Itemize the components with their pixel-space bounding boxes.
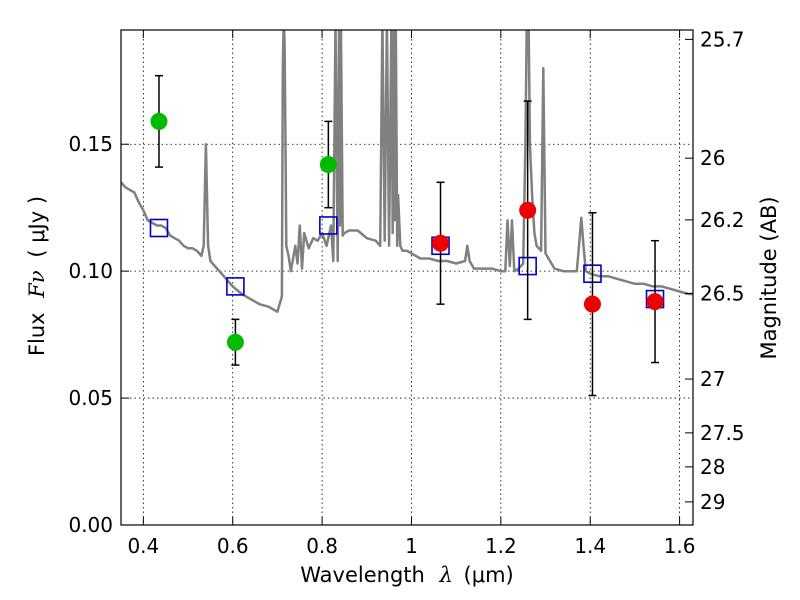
x-tick-label: 0.8 xyxy=(306,534,338,558)
x-tick-label: 1 xyxy=(405,534,418,558)
y2-tick-label: 26.2 xyxy=(700,208,745,232)
x-tick-label: 0.4 xyxy=(127,534,159,558)
x-axis-title-text: Wavelength xyxy=(300,563,425,587)
y-tick-label: 0.00 xyxy=(68,513,113,537)
y-tick-label: 0.15 xyxy=(68,132,113,156)
y-axis-title: Flux Fν ( μJy ) xyxy=(25,196,49,356)
green-data-point xyxy=(319,156,337,174)
x-axis-title-symbol: λ xyxy=(439,563,453,587)
y-axis-title-unit: ( μJy ) xyxy=(25,196,49,258)
model-spectrum-line xyxy=(121,30,693,314)
y-axis-title-text: Flux xyxy=(25,312,49,356)
x-tick-label: 0.6 xyxy=(217,534,249,558)
model-photometry-square xyxy=(319,216,338,235)
model-photometry-square xyxy=(149,218,169,238)
y2-tick-label: 27.5 xyxy=(700,421,745,445)
green-data-point xyxy=(226,333,244,351)
x-axis-title-unit: (μm) xyxy=(464,563,514,587)
red-data-point xyxy=(646,293,664,311)
red-data-point xyxy=(583,295,601,313)
y-tick-label: 0.05 xyxy=(68,386,113,410)
y2-axis-title: Magnitude (AB) xyxy=(757,196,781,359)
y2-tick-label: 27 xyxy=(700,367,725,391)
x-tick-label: 1.2 xyxy=(485,534,517,558)
red-data-point xyxy=(519,201,537,219)
red-data-point xyxy=(432,234,450,252)
y-tick-label: 0.10 xyxy=(68,259,113,283)
y2-tick-label: 26.5 xyxy=(700,281,745,305)
y-axis-title-symbol: Fν xyxy=(25,270,49,299)
y2-tick-label: 29 xyxy=(700,490,725,514)
plot-area xyxy=(121,30,693,397)
plot-frame xyxy=(120,29,694,526)
y2-tick-label: 28 xyxy=(700,455,725,479)
y2-tick-label: 26 xyxy=(700,146,725,170)
green-data-point xyxy=(150,112,168,130)
ticks: 0.4 0.6 0.8 1 1.2 1.4 1.6 0.00 0.05 0.10 0.15 25.7 2… xyxy=(68,27,744,558)
y2-tick-label: 25.7 xyxy=(700,27,745,51)
x-tick-label: 1.4 xyxy=(574,534,606,558)
x-axis-title: Wavelength λ (μm) xyxy=(300,563,513,587)
model-photometry-square xyxy=(226,277,245,296)
x-tick-label: 1.6 xyxy=(664,534,696,558)
